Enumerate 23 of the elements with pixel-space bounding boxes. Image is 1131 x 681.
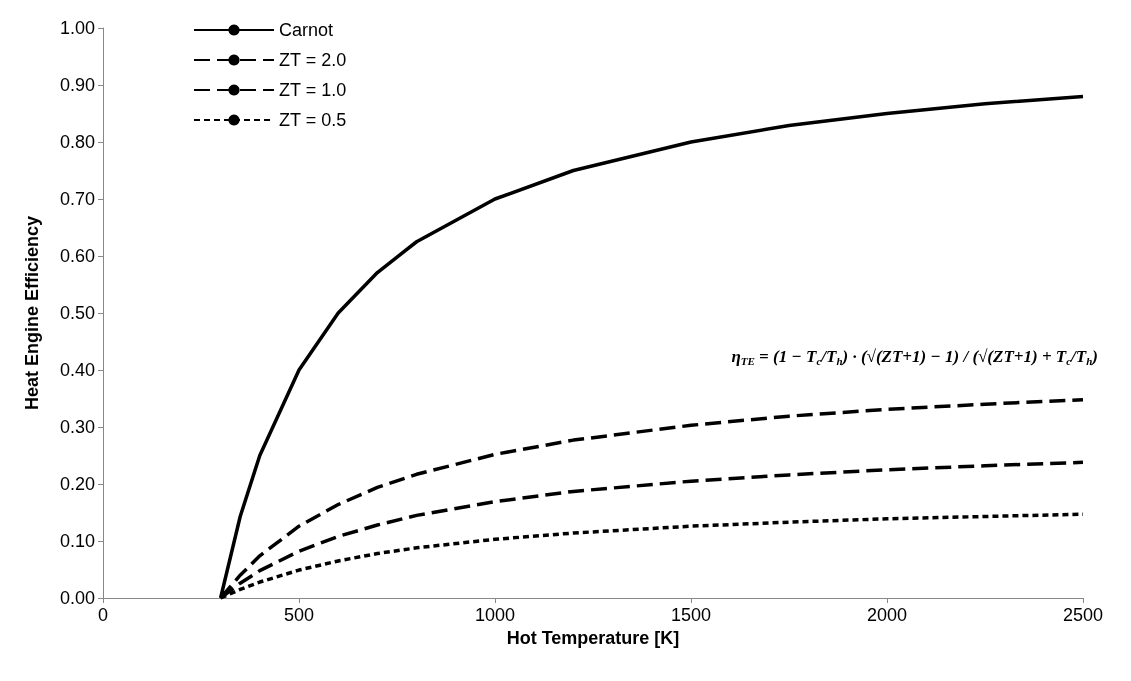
legend-label: ZT = 0.5 — [279, 110, 347, 130]
y-tick-label: 0.30 — [59, 417, 95, 437]
y-tick-label: 0.00 — [59, 588, 95, 608]
y-tick-label: 0.20 — [59, 474, 95, 494]
x-tick-label: 1000 — [474, 605, 516, 625]
y-tick-label: 1.00 — [59, 18, 95, 38]
legend-label: Carnot — [279, 20, 334, 40]
y-tick-label: 0.90 — [59, 75, 95, 95]
y-tick-label: 0.50 — [59, 303, 95, 323]
y-tick-label: 0.10 — [59, 531, 95, 551]
x-tick-label: 2000 — [866, 605, 908, 625]
x-tick-label: 1500 — [670, 605, 712, 625]
y-tick-label: 0.40 — [59, 360, 95, 380]
y-tick-label: 0.80 — [59, 132, 95, 152]
legend-label: ZT = 2.0 — [279, 50, 347, 70]
x-tick-label: 500 — [283, 605, 315, 625]
x-tick-label: 0 — [97, 605, 109, 625]
y-axis-title: Heat Engine Efficiency — [22, 215, 42, 411]
legend-label: ZT = 1.0 — [279, 80, 347, 100]
x-tick-label: 2500 — [1062, 605, 1104, 625]
y-tick-label: 0.60 — [59, 246, 95, 266]
y-tick-label: 0.70 — [59, 189, 95, 209]
x-axis-title: Hot Temperature [K] — [506, 627, 680, 648]
